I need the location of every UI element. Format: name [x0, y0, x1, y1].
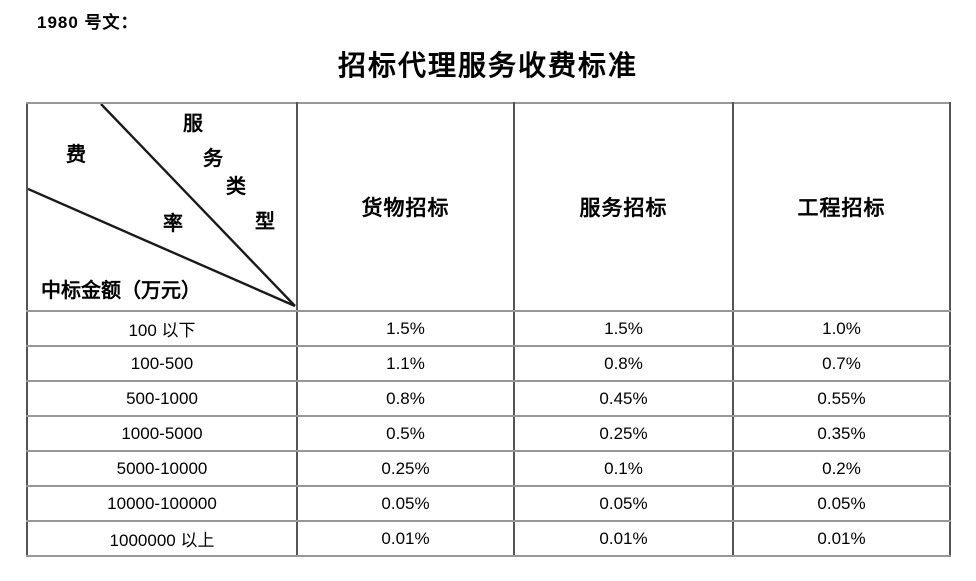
column-header-engineering: 工程招标 — [732, 102, 951, 312]
value-cell: 0.8% — [296, 380, 515, 417]
value-cell: 0.1% — [513, 450, 734, 487]
value-cell: 0.25% — [513, 415, 734, 452]
row-label: 100-500 — [26, 345, 298, 382]
table-row: 100-500 1.1% 0.8% 0.7% — [26, 345, 951, 382]
corner-char-service-4: 型 — [255, 211, 275, 233]
value-cell: 1.0% — [732, 310, 951, 347]
corner-char-rate-1: 费 — [66, 144, 86, 166]
value-cell: 0.8% — [513, 345, 734, 382]
value-cell: 1.5% — [513, 310, 734, 347]
value-cell: 0.5% — [296, 415, 515, 452]
value-cell: 0.55% — [732, 380, 951, 417]
value-cell: 0.45% — [513, 380, 734, 417]
value-cell: 0.35% — [732, 415, 951, 452]
value-cell: 0.2% — [732, 450, 951, 487]
value-cell: 0.01% — [732, 520, 951, 557]
corner-char-service-2: 务 — [203, 148, 223, 170]
table-header-row: 服 务 类 型 费 率 中标金额（万元） 货物招标 服务招标 工程招标 — [26, 102, 951, 312]
value-cell: 0.05% — [732, 485, 951, 522]
value-cell: 0.7% — [732, 345, 951, 382]
row-label: 1000000 以上 — [26, 520, 298, 557]
row-label: 1000-5000 — [26, 415, 298, 452]
value-cell: 1.5% — [296, 310, 515, 347]
row-label: 500-1000 — [26, 380, 298, 417]
corner-char-rate-2: 率 — [163, 213, 183, 235]
value-cell: 0.01% — [296, 520, 515, 557]
row-label: 10000-100000 — [26, 485, 298, 522]
value-cell: 0.01% — [513, 520, 734, 557]
column-header-goods: 货物招标 — [296, 102, 515, 312]
row-label: 5000-10000 — [26, 450, 298, 487]
table-row: 100 以下 1.5% 1.5% 1.0% — [26, 310, 951, 347]
value-cell: 1.1% — [296, 345, 515, 382]
table-row: 10000-100000 0.05% 0.05% 0.05% — [26, 485, 951, 522]
row-label: 100 以下 — [26, 310, 298, 347]
corner-amount-label: 中标金额（万元） — [41, 280, 201, 302]
value-cell: 0.25% — [296, 450, 515, 487]
diagonal-divider-lines — [28, 104, 296, 308]
table-row: 1000000 以上 0.01% 0.01% 0.01% — [26, 520, 951, 557]
doc-number-label: 1980 号文： — [37, 13, 139, 32]
value-cell: 0.05% — [513, 485, 734, 522]
corner-char-service-3: 类 — [226, 176, 246, 198]
table-row: 1000-5000 0.5% 0.25% 0.35% — [26, 415, 951, 452]
table-row: 500-1000 0.8% 0.45% 0.55% — [26, 380, 951, 417]
page-title: 招标代理服务收费标准 — [337, 51, 638, 82]
diagonal-header-cell: 服 务 类 型 费 率 中标金额（万元） — [26, 102, 298, 312]
table-row: 5000-10000 0.25% 0.1% 0.2% — [26, 450, 951, 487]
column-header-services: 服务招标 — [513, 102, 734, 312]
corner-char-service-1: 服 — [183, 113, 203, 135]
value-cell: 0.05% — [296, 485, 515, 522]
fee-table: 服 务 类 型 费 率 中标金额（万元） 货物招标 服务招标 工程招标 100 … — [26, 102, 951, 557]
